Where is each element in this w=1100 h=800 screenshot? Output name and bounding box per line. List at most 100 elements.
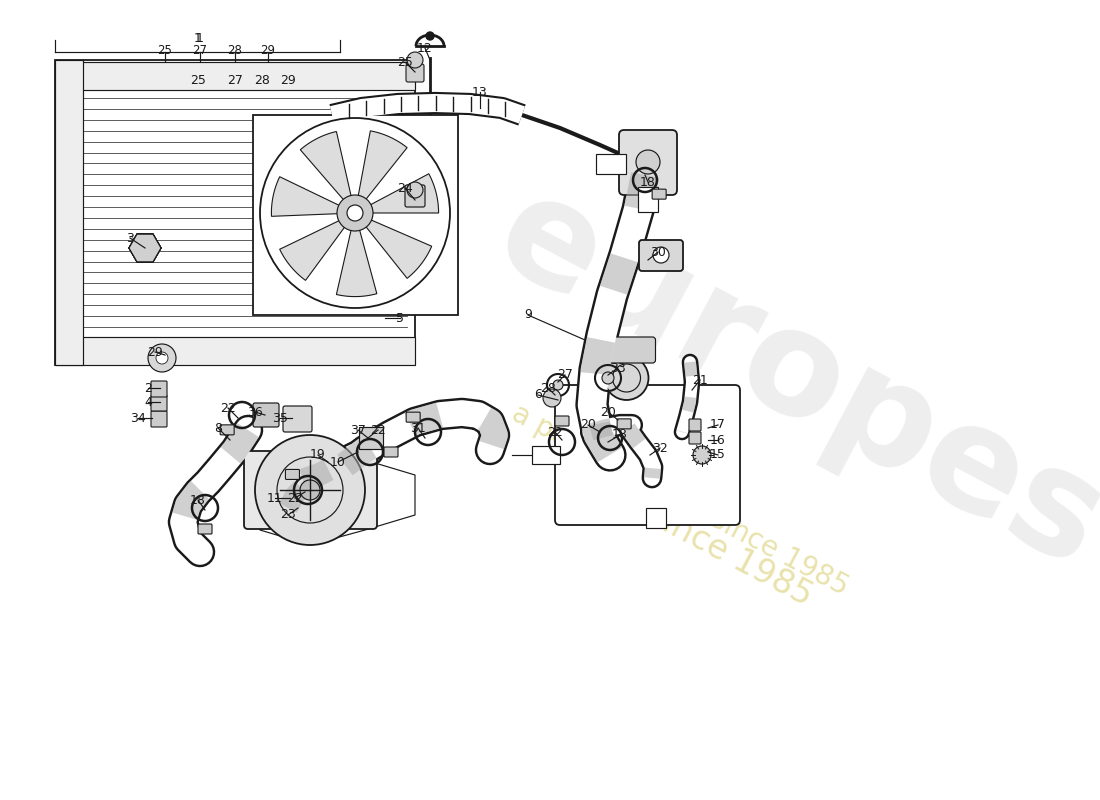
Bar <box>596 154 626 174</box>
Text: 16: 16 <box>711 434 726 446</box>
Circle shape <box>426 32 434 40</box>
FancyBboxPatch shape <box>220 425 234 435</box>
FancyBboxPatch shape <box>405 185 425 207</box>
Text: 18: 18 <box>190 494 206 506</box>
Bar <box>638 187 658 212</box>
Circle shape <box>543 389 561 407</box>
Text: a porsche parts since 1985: a porsche parts since 1985 <box>507 399 854 601</box>
Polygon shape <box>279 219 346 280</box>
Circle shape <box>605 356 649 400</box>
Text: 22: 22 <box>370 423 386 437</box>
Text: 10: 10 <box>330 455 345 469</box>
Text: 32: 32 <box>652 442 668 454</box>
Text: 27: 27 <box>227 74 243 86</box>
Text: 19: 19 <box>310 449 326 462</box>
Text: 5: 5 <box>396 311 404 325</box>
Polygon shape <box>129 234 161 262</box>
Polygon shape <box>368 174 439 213</box>
Text: 28: 28 <box>540 382 556 394</box>
Polygon shape <box>129 234 161 262</box>
Text: 13: 13 <box>472 86 488 98</box>
Text: 22: 22 <box>220 402 235 414</box>
Polygon shape <box>129 234 161 262</box>
Bar <box>532 446 560 463</box>
FancyBboxPatch shape <box>639 240 683 271</box>
Text: 18: 18 <box>612 429 628 442</box>
FancyBboxPatch shape <box>198 524 212 534</box>
FancyBboxPatch shape <box>619 130 676 195</box>
Text: since 1985: since 1985 <box>642 498 818 612</box>
Text: 29: 29 <box>261 44 275 57</box>
Text: 21: 21 <box>692 374 708 386</box>
Text: 8: 8 <box>214 422 222 434</box>
FancyBboxPatch shape <box>151 411 167 427</box>
Text: 22: 22 <box>287 491 303 505</box>
Text: 1: 1 <box>196 31 204 45</box>
Bar <box>55 337 415 365</box>
Text: 12: 12 <box>417 42 433 54</box>
FancyBboxPatch shape <box>689 432 701 444</box>
Text: 23: 23 <box>280 509 296 522</box>
Text: 35: 35 <box>272 411 288 425</box>
FancyBboxPatch shape <box>597 337 656 363</box>
Text: 15: 15 <box>711 449 726 462</box>
Text: 4: 4 <box>144 395 152 409</box>
Text: 31: 31 <box>410 422 426 434</box>
Polygon shape <box>300 131 352 202</box>
Circle shape <box>300 480 320 500</box>
Text: 27: 27 <box>192 44 208 57</box>
FancyBboxPatch shape <box>151 395 167 411</box>
Text: 34: 34 <box>130 411 146 425</box>
Polygon shape <box>337 227 377 297</box>
Text: 3: 3 <box>126 231 134 245</box>
Text: 6: 6 <box>535 389 542 402</box>
Bar <box>647 508 667 528</box>
Text: 30: 30 <box>650 246 666 258</box>
FancyBboxPatch shape <box>359 427 383 449</box>
Circle shape <box>407 52 424 68</box>
Text: 25: 25 <box>157 44 173 57</box>
Polygon shape <box>364 219 431 278</box>
FancyBboxPatch shape <box>617 419 631 429</box>
Text: 37: 37 <box>350 423 366 437</box>
Circle shape <box>693 446 711 464</box>
Circle shape <box>346 205 363 221</box>
Polygon shape <box>129 234 161 262</box>
Circle shape <box>407 182 424 198</box>
FancyBboxPatch shape <box>406 64 424 82</box>
Circle shape <box>636 150 660 174</box>
FancyBboxPatch shape <box>283 406 312 432</box>
Text: 25: 25 <box>190 74 206 86</box>
Circle shape <box>156 352 168 364</box>
Polygon shape <box>129 234 161 262</box>
Text: 1: 1 <box>194 32 201 45</box>
Bar <box>55 62 415 90</box>
Polygon shape <box>358 131 407 202</box>
Text: 27: 27 <box>557 369 573 382</box>
FancyBboxPatch shape <box>244 451 377 529</box>
Text: 29: 29 <box>147 346 163 358</box>
FancyBboxPatch shape <box>689 419 701 431</box>
Text: 25: 25 <box>397 55 412 69</box>
Text: 18: 18 <box>640 175 656 189</box>
Text: 2: 2 <box>144 382 152 394</box>
FancyBboxPatch shape <box>556 385 740 525</box>
Circle shape <box>602 372 614 384</box>
Circle shape <box>255 435 365 545</box>
Circle shape <box>653 247 669 263</box>
Circle shape <box>148 344 176 372</box>
Text: 17: 17 <box>711 418 726 431</box>
Text: 28: 28 <box>228 44 242 57</box>
Text: 28: 28 <box>254 74 270 86</box>
Text: europes: europes <box>473 162 1100 598</box>
Text: 33: 33 <box>610 362 626 374</box>
Text: 9: 9 <box>524 309 532 322</box>
Text: 20: 20 <box>580 418 596 431</box>
Circle shape <box>337 195 373 231</box>
Text: 22: 22 <box>547 426 563 438</box>
Polygon shape <box>129 234 161 262</box>
FancyBboxPatch shape <box>285 470 299 479</box>
Text: 20: 20 <box>601 406 616 418</box>
FancyBboxPatch shape <box>652 189 667 199</box>
Polygon shape <box>272 177 341 216</box>
